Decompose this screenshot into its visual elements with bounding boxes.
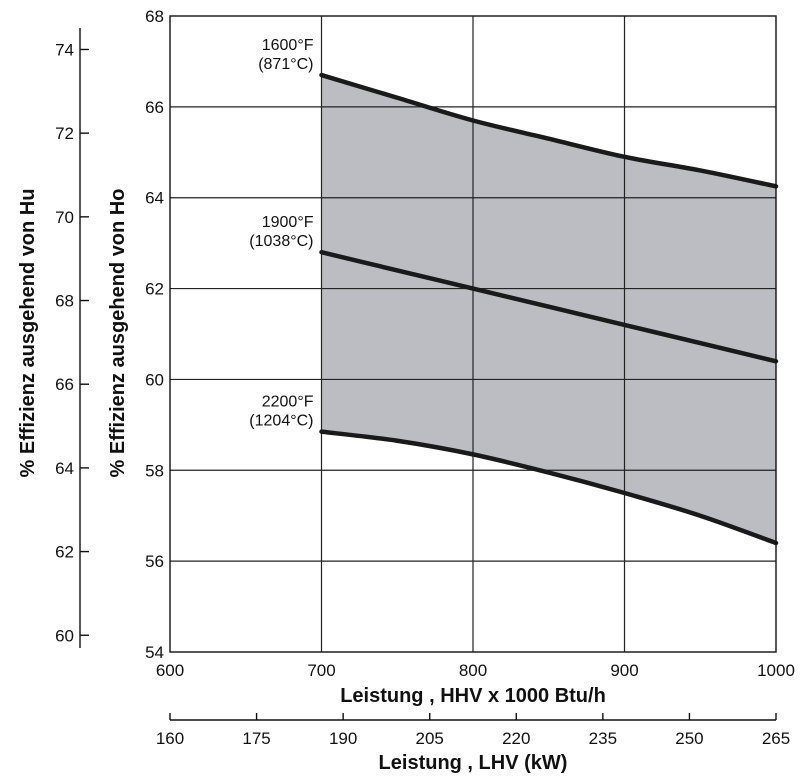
x-secondary-tick-label: 175: [242, 729, 270, 748]
y-secondary-tick-label: 72: [55, 124, 74, 143]
x-secondary-tick-label: 235: [589, 729, 617, 748]
series-label-temp-c: (1038°C): [249, 233, 313, 250]
x-axis-title: Leistung , HHV x 1000 Btu/h: [340, 685, 606, 707]
x-secondary-tick-label: 220: [502, 729, 530, 748]
y-secondary-tick-label: 70: [55, 208, 74, 227]
y-tick-label: 54: [145, 643, 164, 662]
series-label-temp-f: 2200°F: [262, 394, 314, 411]
axis-layer: 54 56 58 60 62 64 66 68 600 700 800 900 1000 60 62 64 66…: [55, 7, 795, 748]
x-tick-label: 1000: [757, 661, 795, 680]
annotation-layer: 1600°F (871°C) 1900°F (1038°C) 2200°F (1204°C…: [249, 37, 313, 430]
series-layer: [319, 72, 779, 546]
y-secondary-tick-label: 68: [55, 292, 74, 311]
x-secondary-tick-label: 205: [416, 729, 444, 748]
series-label-temp-c: (1204°C): [249, 413, 313, 430]
y-axis-title: % Effizienz ausgehend von Ho: [107, 189, 129, 478]
series-label-temp-c: (871°C): [258, 56, 313, 73]
y-secondary-tick-label: 74: [55, 40, 74, 59]
plot-frame: [169, 15, 777, 653]
x-tick-label: 600: [156, 661, 184, 680]
y-secondary-tick-label: 60: [55, 626, 74, 645]
series-line: [319, 429, 779, 546]
y-tick-label: 60: [145, 370, 164, 389]
y-secondary-tick-label: 66: [55, 375, 74, 394]
y-tick-label: 58: [145, 461, 164, 480]
y-tick-label: 64: [145, 189, 164, 208]
y-secondary-tick-label: 64: [55, 459, 74, 478]
y-tick-label: 68: [145, 7, 164, 26]
y-tick-label: 62: [145, 280, 164, 299]
x-secondary-tick-label: 190: [329, 729, 357, 748]
x-secondary-tick-label: 250: [675, 729, 703, 748]
series-label-temp-f: 1600°F: [262, 37, 314, 54]
x-tick-label: 900: [610, 661, 638, 680]
y-tick-label: 66: [145, 98, 164, 117]
x-secondary-tick-label: 265: [762, 729, 790, 748]
y-axis-secondary-title: % Effizienz ausgehend von Hu: [17, 189, 39, 478]
y-tick-label: 56: [145, 552, 164, 571]
x-tick-label: 700: [307, 661, 335, 680]
y-secondary-tick-label: 62: [55, 543, 74, 562]
series-label-temp-f: 1900°F: [262, 214, 314, 231]
x-secondary-tick-label: 160: [156, 729, 184, 748]
series-line: [319, 249, 779, 364]
x-tick-label: 800: [459, 661, 487, 680]
x-axis-secondary-title: Leistung , LHV (kW): [379, 752, 568, 774]
series-line: [319, 72, 779, 189]
